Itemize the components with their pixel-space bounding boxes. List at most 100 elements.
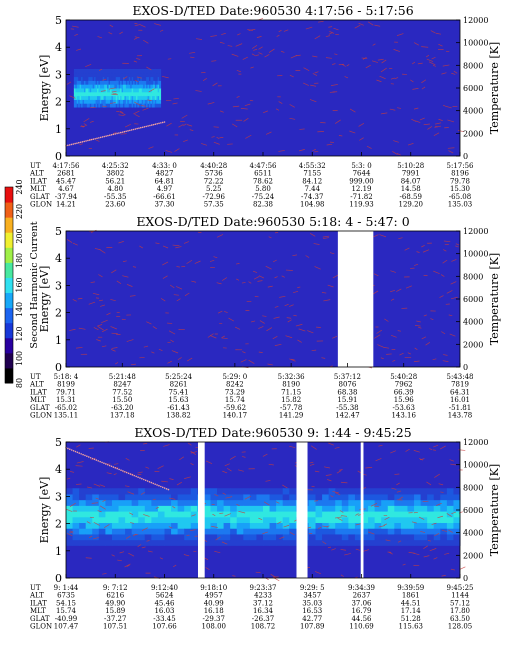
band-cell — [394, 493, 402, 501]
trace-point — [112, 466, 115, 468]
band-cell — [82, 80, 85, 85]
band-cell — [341, 528, 349, 535]
y2-tick-label: 4000 — [463, 107, 483, 116]
table-cell: 143.78 — [448, 412, 473, 420]
band-cell — [171, 493, 179, 501]
data-gap — [197, 442, 205, 578]
band-cell — [125, 488, 133, 495]
band-cell — [150, 99, 153, 104]
band-cell — [276, 488, 284, 495]
band-cell — [381, 505, 389, 512]
noise-dash — [155, 242, 160, 245]
band-cell — [120, 103, 123, 108]
band-cell — [89, 76, 92, 81]
band-cell — [440, 539, 448, 546]
band-cell — [348, 488, 356, 495]
noise-dash — [309, 233, 316, 237]
band-cell — [440, 499, 448, 506]
band-cell — [99, 76, 102, 81]
noise-dash — [335, 492, 341, 496]
noise-dash — [326, 143, 333, 146]
band-cell — [78, 88, 81, 93]
noise-dash — [236, 70, 241, 73]
noise-dash — [417, 62, 423, 65]
band-cell — [140, 76, 143, 81]
y2-tick-label: 8000 — [463, 272, 483, 281]
table-cell: 107.89 — [300, 623, 325, 631]
band-cell — [109, 88, 112, 93]
band-cell — [83, 80, 86, 85]
band-cell — [217, 516, 225, 524]
band-cell — [256, 533, 264, 541]
noise-dash — [229, 455, 236, 460]
band-cell — [322, 511, 330, 518]
band-cell — [104, 99, 107, 104]
noise-dash — [367, 21, 374, 26]
band-cell — [121, 91, 124, 97]
band-cell — [109, 80, 112, 85]
band-cell — [79, 84, 82, 89]
noise-dash — [340, 574, 344, 577]
band-cell — [289, 516, 297, 524]
noise-dash — [85, 63, 92, 68]
band-cell — [112, 88, 115, 93]
band-cell — [108, 76, 111, 81]
band-cell — [144, 68, 147, 74]
noise-dash — [358, 22, 364, 26]
noise-dash — [447, 119, 455, 123]
band-cell — [151, 72, 154, 78]
band-cell — [177, 516, 185, 524]
table-cell: 79.71 — [56, 388, 76, 396]
colorbar-segment — [5, 322, 13, 339]
band-cell — [94, 99, 97, 104]
band-cell — [269, 499, 277, 506]
band-cell — [99, 88, 102, 93]
band-cell — [217, 533, 225, 541]
table-cell: -40.99 — [55, 615, 77, 623]
table-cell: 57.12 — [450, 599, 470, 607]
band-cell — [223, 528, 231, 535]
band-cell — [154, 91, 157, 97]
noise-dash — [160, 298, 166, 302]
noise-dash — [213, 256, 218, 259]
band-cell — [230, 488, 238, 495]
band-cell — [348, 522, 356, 529]
band-cell — [75, 103, 78, 108]
band-cell — [147, 68, 150, 74]
band-cell — [137, 80, 140, 85]
noise-dash — [134, 101, 141, 106]
noise-dash — [416, 320, 421, 323]
band-cell — [83, 76, 86, 81]
y2-tick-label: 6000 — [463, 295, 483, 304]
band-cell — [308, 522, 317, 529]
band-cell — [387, 522, 395, 529]
band-cell — [131, 72, 134, 78]
noise-dash — [167, 58, 172, 60]
trace-point — [83, 140, 86, 143]
row-label: GLON — [30, 412, 52, 420]
band-cell — [79, 88, 82, 93]
band-cell — [243, 522, 251, 529]
band-cell — [111, 511, 120, 518]
noise-dash — [158, 348, 163, 351]
band-cell — [131, 516, 139, 524]
table-cell: 54.15 — [56, 599, 76, 607]
band-cell — [105, 493, 113, 501]
noise-dash — [174, 148, 180, 152]
band-cell — [354, 499, 362, 506]
noise-dash — [211, 525, 218, 528]
y2-tick-label: 0 — [463, 152, 468, 161]
noise-dash — [393, 140, 399, 143]
band-cell — [440, 528, 448, 535]
band-cell — [98, 499, 106, 506]
noise-dash — [162, 245, 169, 249]
band-cell — [141, 80, 144, 85]
band-cell — [83, 91, 86, 97]
band-cell — [368, 499, 376, 506]
band-cell — [354, 511, 362, 518]
band-cell — [76, 68, 79, 74]
band-cell — [427, 539, 435, 546]
noise-dash — [310, 445, 317, 450]
table-cell: 17.80 — [450, 607, 470, 615]
band-cell — [124, 84, 127, 89]
